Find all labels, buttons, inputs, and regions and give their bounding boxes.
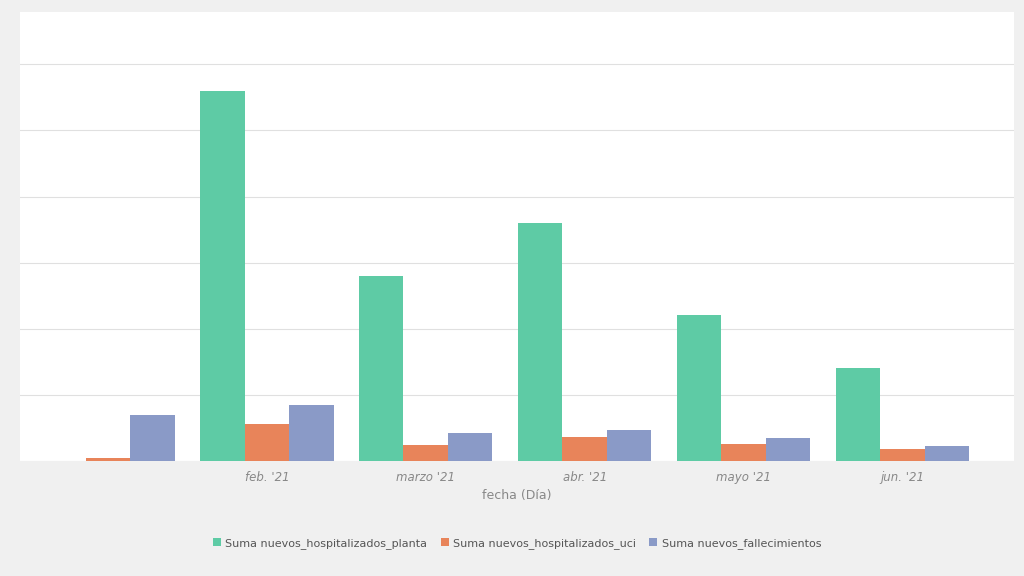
Bar — [836, 368, 881, 461]
Bar — [518, 223, 562, 461]
Bar — [721, 444, 766, 461]
Bar — [403, 445, 447, 461]
Bar — [245, 424, 289, 461]
Bar — [607, 430, 651, 461]
Bar — [881, 449, 925, 461]
X-axis label: fecha (Día): fecha (Día) — [482, 489, 552, 502]
Bar — [86, 458, 130, 461]
Bar — [766, 438, 810, 461]
Bar — [562, 437, 607, 461]
Bar — [925, 446, 970, 461]
Bar — [677, 316, 721, 461]
Bar — [289, 406, 334, 461]
Bar — [447, 433, 493, 461]
Bar — [130, 415, 175, 461]
Legend: Suma nuevos_hospitalizados_planta, Suma nuevos_hospitalizados_uci, Suma nuevos_f: Suma nuevos_hospitalizados_planta, Suma … — [209, 534, 825, 554]
Bar — [200, 91, 245, 461]
Bar — [359, 276, 403, 461]
